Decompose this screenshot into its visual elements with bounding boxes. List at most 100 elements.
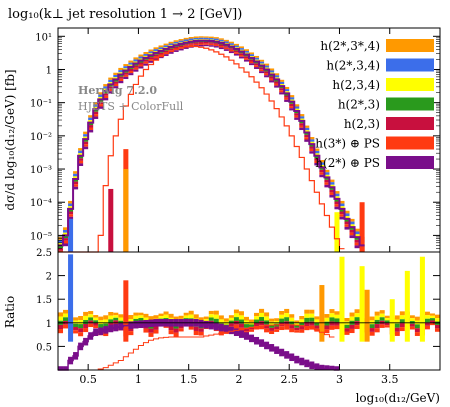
ratio-bar — [183, 312, 189, 316]
main-bar — [339, 211, 345, 215]
main-bar — [249, 54, 255, 57]
main-bar — [213, 37, 219, 39]
ratio-bar — [143, 328, 149, 333]
main-bar — [304, 137, 310, 140]
legend-swatch — [386, 58, 434, 72]
ratio-bar — [103, 323, 109, 328]
main-bar — [264, 71, 270, 74]
ratio-bar — [163, 311, 169, 315]
main-bar — [88, 129, 94, 133]
main-bar — [68, 214, 74, 217]
y-axis-label-main: dσ/d log₁₀(d₁₂/GeV) [fb] — [3, 69, 17, 210]
ratio-bar — [354, 313, 360, 318]
x-tick-label: 3 — [336, 373, 343, 386]
main-bar — [188, 44, 194, 47]
ratio-bar — [344, 331, 350, 335]
ratio-spike-bar — [339, 256, 345, 342]
ratio-bar — [249, 326, 255, 330]
ratio-bar — [138, 315, 144, 318]
main-bar — [68, 211, 74, 215]
ratio-bar — [103, 315, 109, 320]
ratio-bar — [183, 315, 189, 319]
ratio-bar — [264, 320, 270, 325]
x-tick-label: 2 — [235, 373, 242, 386]
legend-swatch — [386, 97, 434, 111]
main-bar — [158, 56, 164, 59]
ratio-bar — [173, 332, 179, 337]
ratio-bar — [58, 329, 64, 334]
ratio-bar — [223, 318, 229, 322]
legend-swatch — [386, 39, 434, 52]
main-bar — [93, 106, 99, 110]
ratio-bar — [299, 326, 305, 330]
y-tick-label-ratio: 2.5 — [36, 248, 52, 259]
ratio-bar — [88, 314, 94, 318]
main-bar — [354, 228, 360, 232]
ratio-bar — [178, 325, 184, 329]
ratio-bar — [349, 316, 355, 321]
ratio-bar — [399, 327, 405, 332]
main-bar — [243, 59, 249, 62]
ratio-bar — [254, 326, 260, 330]
ratio-bar — [399, 323, 405, 328]
main-bar — [78, 163, 84, 166]
main-bar — [148, 60, 154, 63]
ratio-bar — [113, 320, 119, 323]
main-bar — [264, 75, 270, 78]
main-bar — [243, 58, 249, 60]
main-bar — [269, 80, 275, 83]
ratio-bar — [384, 315, 390, 319]
main-bar — [218, 38, 224, 40]
ratio-bar — [379, 317, 385, 321]
ratio-bar — [238, 315, 244, 320]
ratio-bar — [289, 317, 295, 322]
ratio-bar — [153, 315, 159, 319]
main-bar — [314, 160, 320, 164]
ratio-bar — [148, 316, 154, 321]
main-bar — [259, 71, 265, 74]
main-bar — [344, 216, 350, 219]
ratio-bar — [58, 316, 64, 321]
ratio-bar — [98, 316, 104, 321]
main-bar — [58, 242, 64, 246]
main-bar — [78, 155, 84, 159]
main-bar — [233, 43, 239, 46]
ratio-bar — [243, 327, 249, 332]
main-bar — [233, 53, 239, 56]
main-bar — [314, 153, 320, 156]
x-tick-label: 2.5 — [280, 373, 298, 386]
main-bar — [324, 182, 330, 185]
ratio-bar — [108, 315, 114, 320]
main-bar — [118, 74, 124, 77]
main-bar — [294, 108, 300, 111]
main-bar — [163, 50, 169, 53]
ratio-bar — [294, 325, 300, 328]
main-bar — [118, 70, 124, 73]
legend-label: h(2*) ⊕ PS — [315, 156, 380, 170]
main-bar — [274, 83, 280, 86]
ratio-bar — [409, 326, 415, 330]
main-bar — [93, 109, 99, 112]
ratio-bar — [63, 317, 69, 322]
main-bar — [329, 182, 335, 185]
main-bar — [279, 81, 285, 84]
ratio-line-purple — [58, 322, 340, 371]
main-bar — [153, 47, 159, 50]
main-bar — [228, 48, 234, 50]
main-bar — [279, 86, 285, 89]
main-bar — [118, 76, 124, 79]
main-bar — [83, 131, 89, 135]
ratio-spike-bar — [68, 254, 74, 342]
ratio-bar — [78, 328, 84, 333]
ratio-bar — [324, 329, 330, 334]
ratio-bar — [208, 314, 214, 318]
main-bar — [314, 163, 320, 166]
main-bar — [138, 54, 144, 57]
ratio-bar — [158, 316, 164, 319]
ratio-bar — [414, 324, 420, 329]
main-bar — [269, 78, 275, 81]
ratio-bar — [193, 326, 199, 331]
ratio-bar — [158, 313, 164, 317]
main-bar — [289, 95, 295, 98]
main-bar — [123, 70, 129, 73]
